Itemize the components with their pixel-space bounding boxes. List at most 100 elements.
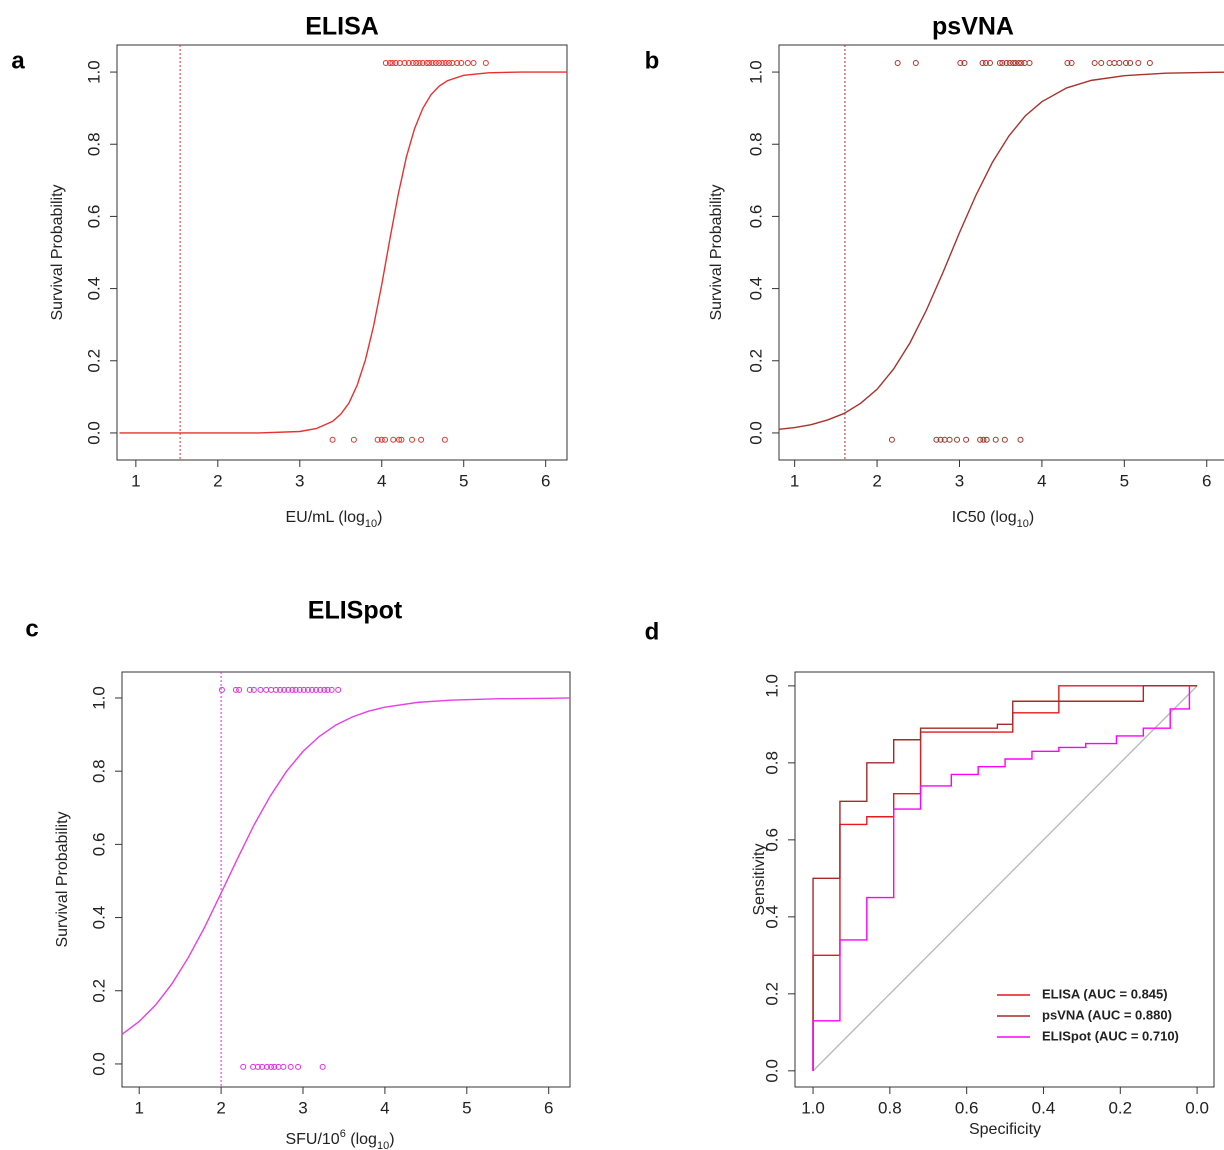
point [1064, 60, 1071, 67]
x-axis-label-part: 6 [340, 1128, 346, 1140]
x-tick-label: 4 [377, 471, 386, 490]
point [1017, 436, 1024, 443]
point [436, 60, 443, 67]
y-axis-label: Sensitivity [751, 843, 768, 915]
panel-title: ELISpot [308, 597, 403, 625]
x-axis-label-part: SFU/10 [285, 1131, 339, 1148]
point [982, 60, 989, 67]
x-tick-label: 4 [380, 1098, 389, 1117]
point [1026, 60, 1033, 67]
point [1010, 60, 1017, 67]
plot-frame [794, 671, 1215, 1088]
point [1001, 436, 1008, 443]
point [313, 686, 320, 693]
y-tick-label: 0.6 [89, 833, 108, 857]
x-tick-label: 5 [462, 1098, 471, 1117]
point [963, 436, 970, 443]
x-tick-label: 1 [790, 471, 799, 490]
y-tick-label: 1.0 [762, 674, 781, 698]
point [432, 60, 439, 67]
point [426, 60, 433, 67]
point [304, 686, 311, 693]
panel-letter: b [645, 47, 660, 74]
point [277, 686, 284, 693]
point [405, 60, 412, 67]
point [285, 686, 292, 693]
x-tick-label: 3 [295, 471, 304, 490]
y-tick-label: 0.4 [89, 906, 108, 930]
y-tick-label: 0.2 [89, 979, 108, 1003]
point [335, 686, 342, 693]
point [382, 436, 389, 443]
x-tick-label: 6 [544, 1098, 553, 1117]
point [398, 436, 405, 443]
point [1021, 60, 1028, 67]
curve [812, 685, 1191, 1071]
point [983, 436, 990, 443]
x-tick-label: 1.0 [801, 1098, 825, 1117]
point [329, 436, 336, 443]
x-axis-label-part: ) [1029, 509, 1034, 526]
y-axis-label: Survival Probability [708, 184, 725, 320]
plot-frame [778, 44, 1224, 461]
point [324, 686, 331, 693]
y-tick-label: 1.0 [746, 60, 765, 84]
x-tick-label: 0.8 [878, 1098, 902, 1117]
point [263, 1063, 270, 1070]
y-tick-label: 0.8 [746, 132, 765, 156]
point [961, 60, 968, 67]
y-axis-label: Survival Probability [54, 811, 71, 947]
x-axis-label-part: ) [389, 1131, 394, 1148]
panel-title: psVNA [932, 13, 1014, 41]
panel-letter: c [25, 615, 38, 642]
x-axis-label-part: 10 [365, 518, 377, 530]
y-tick-label: 0.2 [762, 982, 781, 1006]
point [395, 436, 402, 443]
point [295, 1063, 302, 1070]
y-tick-label: 0.6 [762, 828, 781, 852]
y-tick-label: 0.6 [746, 205, 765, 229]
x-tick-label: 5 [1120, 471, 1129, 490]
x-axis-label: IC50 (log10) [952, 509, 1035, 530]
x-tick-label: 2 [872, 471, 881, 490]
point [268, 1063, 275, 1070]
panel-letter: a [11, 47, 25, 74]
x-tick-label: 3 [955, 471, 964, 490]
point [996, 60, 1003, 67]
x-tick-label: 5 [459, 471, 468, 490]
curve [121, 697, 571, 1035]
curve [119, 71, 567, 434]
point [937, 436, 944, 443]
point [382, 60, 389, 67]
y-tick-label: 0.0 [746, 421, 765, 445]
point [933, 436, 940, 443]
point [300, 686, 307, 693]
point [317, 686, 324, 693]
point [328, 686, 335, 693]
x-tick-label: 1 [131, 471, 140, 490]
point [999, 60, 1006, 67]
point [458, 60, 465, 67]
point [888, 436, 895, 443]
point [409, 60, 416, 67]
curve [812, 685, 1198, 1071]
point [257, 686, 264, 693]
point [386, 60, 393, 67]
x-tick-label: 0.6 [955, 1098, 979, 1117]
point [979, 60, 986, 67]
y-tick-label: 0.4 [84, 277, 103, 301]
point [319, 1063, 326, 1070]
y-tick-label: 1.0 [89, 686, 108, 710]
point [957, 60, 964, 67]
curve [778, 71, 1224, 431]
point [374, 436, 381, 443]
point [992, 436, 999, 443]
point [268, 686, 275, 693]
point [442, 60, 449, 67]
point [445, 60, 452, 67]
point [296, 686, 303, 693]
y-tick-label: 0.0 [84, 421, 103, 445]
point [1068, 60, 1075, 67]
point [912, 60, 919, 67]
